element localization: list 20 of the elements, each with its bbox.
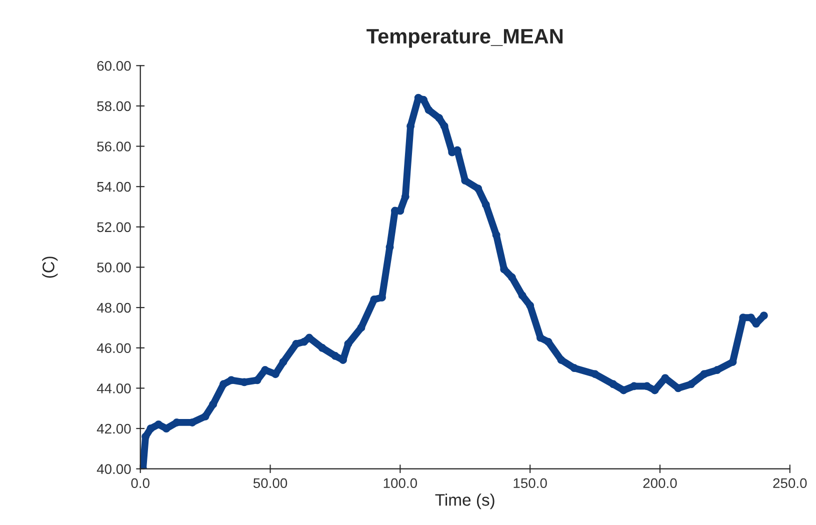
y-tick-label: 50.00 xyxy=(97,262,131,272)
x-tick-label: 0.0 xyxy=(131,478,150,488)
y-tick-label: 54.00 xyxy=(97,182,131,192)
y-tick-label: 58.00 xyxy=(97,101,131,112)
x-tick-label: 250.0 xyxy=(773,478,807,488)
y-tick-label: 56.00 xyxy=(97,142,131,152)
chart-title: Temperature_MEAN xyxy=(366,29,563,48)
y-tick-label: 42.00 xyxy=(96,424,131,434)
x-tick-label: 100.0 xyxy=(384,478,418,488)
y-tick-label: 60.00 xyxy=(97,60,131,71)
y-tick-label: 48.00 xyxy=(96,302,131,313)
x-tick-label: 150.0 xyxy=(514,478,547,488)
x-tick-label: 50.00 xyxy=(253,478,288,488)
y-tick-label: 52.00 xyxy=(97,222,131,232)
y-tick-label: 44.00 xyxy=(96,384,131,394)
y-tick-label: 40.00 xyxy=(96,464,131,474)
x-axis-title: Time (s) xyxy=(435,494,494,510)
y-axis-title: (C) xyxy=(42,256,58,278)
y-tick-label: 46.00 xyxy=(96,343,131,354)
x-tick-label: 200.0 xyxy=(643,478,677,488)
